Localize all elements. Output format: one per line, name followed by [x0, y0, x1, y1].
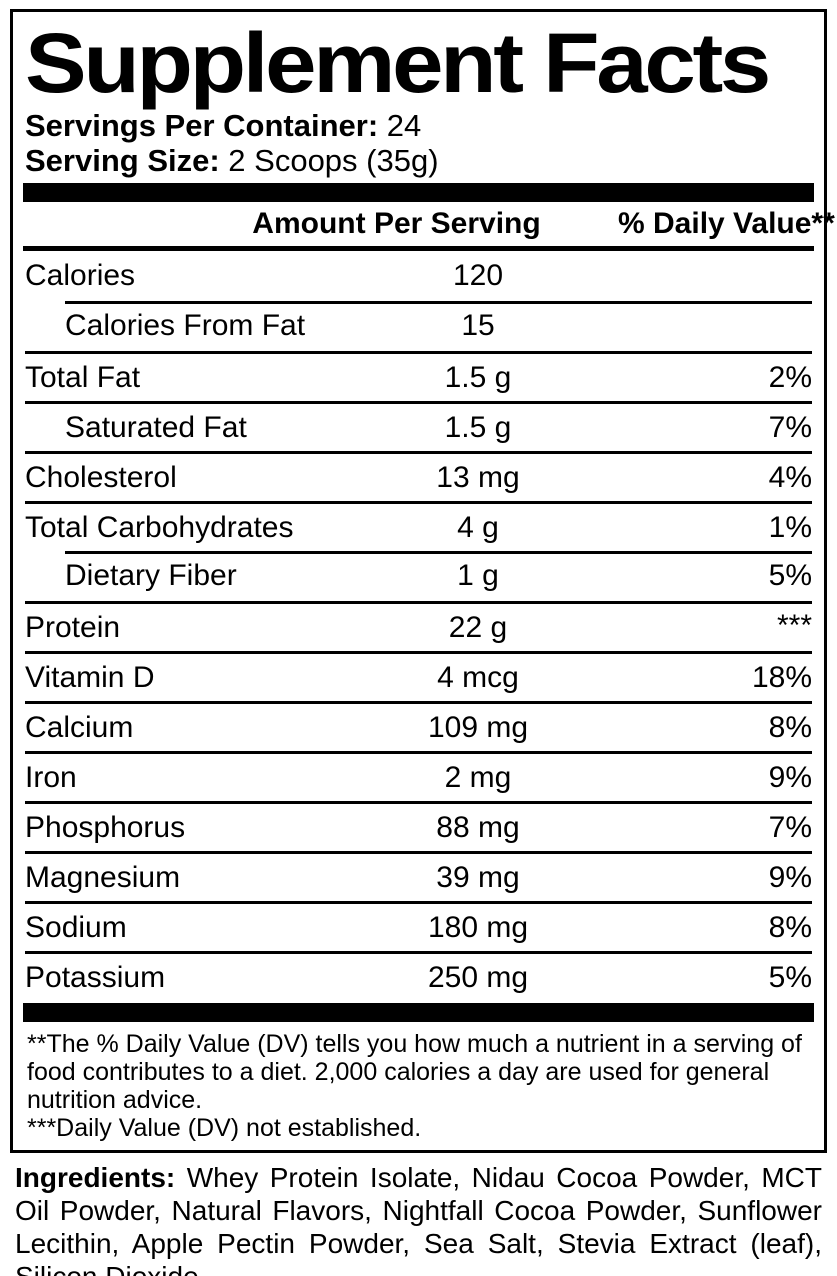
table-row: Calcium 109 mg 8%	[25, 701, 812, 751]
table-row: Calories 120	[25, 251, 812, 301]
nutrient-name: Calories	[25, 259, 136, 292]
nutrient-daily-value: ***	[776, 609, 812, 642]
nutrient-daily-value: 8%	[768, 710, 812, 744]
nutrient-amount: 4 g	[457, 510, 499, 544]
ingredients-paragraph: Ingredients: Whey Protein Isolate, Nidau…	[15, 1161, 822, 1276]
nutrient-name: Phosphorus	[25, 810, 186, 844]
table-row: Iron 2 mg 9%	[25, 751, 812, 801]
daily-value-header: % Daily Value**	[618, 207, 835, 240]
nutrient-name: Potassium	[25, 960, 166, 994]
nutrient-amount: 1 g	[457, 559, 499, 592]
amount-per-serving-header: Amount Per Serving	[252, 207, 541, 240]
table-row: Total Fat 1.5 g 2%	[25, 351, 812, 401]
nutrient-name: Total Carbohydrates	[25, 510, 294, 544]
servings-per-container-line: Servings Per Container: 24	[25, 108, 812, 143]
table-row: Saturated Fat 1.5 g 7%	[25, 401, 812, 451]
nutrient-amount: 180 mg	[427, 910, 529, 944]
table-row: Sodium 180 mg 8%	[25, 901, 812, 951]
servings-per-container-label: Servings Per Container:	[25, 108, 379, 143]
nutrient-amount: 13 mg	[436, 460, 520, 494]
nutrient-amount: 1.5 g	[444, 360, 512, 394]
servings-per-container-value: 24	[378, 108, 422, 143]
serving-size-line: Serving Size: 2 Scoops (35g)	[25, 143, 812, 178]
nutrient-name: Calories From Fat	[65, 309, 306, 342]
ingredients-section: Ingredients: Whey Protein Isolate, Nidau…	[15, 1161, 822, 1276]
nutrient-amount: 15	[461, 309, 495, 342]
nutrient-daily-value: 8%	[768, 910, 812, 944]
thick-divider-bar-bottom	[23, 1003, 814, 1022]
nutrient-daily-value: 9%	[768, 860, 812, 894]
nutrient-name: Iron	[25, 760, 77, 794]
nutrient-daily-value: 9%	[768, 760, 812, 794]
table-row: Calories From Fat 15	[25, 301, 812, 351]
daily-value-footnote: **The % Daily Value (DV) tells you how m…	[27, 1030, 802, 1114]
panel-title: Supplement Facts	[25, 16, 771, 110]
nutrient-daily-value: 1%	[768, 510, 812, 544]
nutrient-name: Magnesium	[25, 860, 181, 894]
table-row: Magnesium 39 mg 9%	[25, 851, 812, 901]
nutrient-name: Sodium	[25, 910, 127, 944]
table-row: Cholesterol 13 mg 4%	[25, 451, 812, 501]
table-row: Total Carbohydrates 4 g 1%	[25, 501, 812, 551]
not-established-footnote: ***Daily Value (DV) not established.	[27, 1114, 422, 1142]
table-header-row: Amount Per Serving % Daily Value**	[25, 202, 835, 246]
nutrient-amount: 120	[452, 259, 504, 292]
supplement-facts-panel: Supplement Facts Servings Per Container:…	[10, 9, 835, 1153]
table-row: Phosphorus 88 mg 7%	[25, 801, 812, 851]
table-row: Protein 22 g ***	[25, 601, 812, 651]
header-separator-line	[23, 246, 814, 251]
nutrient-name: Protein	[25, 610, 121, 644]
nutrient-amount: 4 mcg	[437, 660, 519, 694]
nutrient-name: Vitamin D	[25, 660, 155, 694]
nutrient-amount: 250 mg	[427, 960, 529, 994]
serving-size-label: Serving Size:	[25, 143, 220, 178]
footnotes: **The % Daily Value (DV) tells you how m…	[25, 1022, 812, 1150]
nutrient-amount: 1.5 g	[444, 410, 512, 444]
nutrient-amount: 109 mg	[427, 710, 529, 744]
nutrient-name: Total Fat	[25, 360, 141, 394]
nutrient-amount: 39 mg	[436, 860, 520, 894]
serving-size-value: 2 Scoops (35g)	[219, 143, 439, 178]
nutrient-name: Saturated Fat	[65, 410, 247, 444]
nutrient-daily-value: 2%	[768, 360, 812, 394]
nutrient-daily-value: 4%	[768, 460, 812, 494]
table-row: Dietary Fiber 1 g 5%	[25, 551, 812, 601]
nutrient-amount: 88 mg	[436, 810, 520, 844]
thick-divider-bar-top	[23, 183, 814, 202]
nutrient-daily-value: 5%	[768, 559, 812, 592]
nutrient-daily-value: 7%	[768, 410, 812, 444]
table-row: Vitamin D 4 mcg 18%	[25, 651, 812, 701]
nutrient-name: Dietary Fiber	[65, 559, 237, 592]
nutrient-name: Cholesterol	[25, 460, 177, 494]
nutrient-daily-value: 18%	[751, 660, 812, 694]
nutrient-amount: 2 mg	[444, 760, 512, 794]
nutrient-amount: 22 g	[448, 610, 508, 644]
nutrient-name: Calcium	[25, 710, 134, 744]
ingredients-list: Whey Protein Isolate, Nidau Cocoa Powder…	[15, 1162, 822, 1276]
nutrient-daily-value: 7%	[768, 810, 812, 844]
table-row: Potassium 250 mg 5%	[25, 951, 812, 1001]
nutrient-daily-value: 5%	[768, 960, 812, 994]
ingredients-label: Ingredients:	[15, 1162, 176, 1193]
